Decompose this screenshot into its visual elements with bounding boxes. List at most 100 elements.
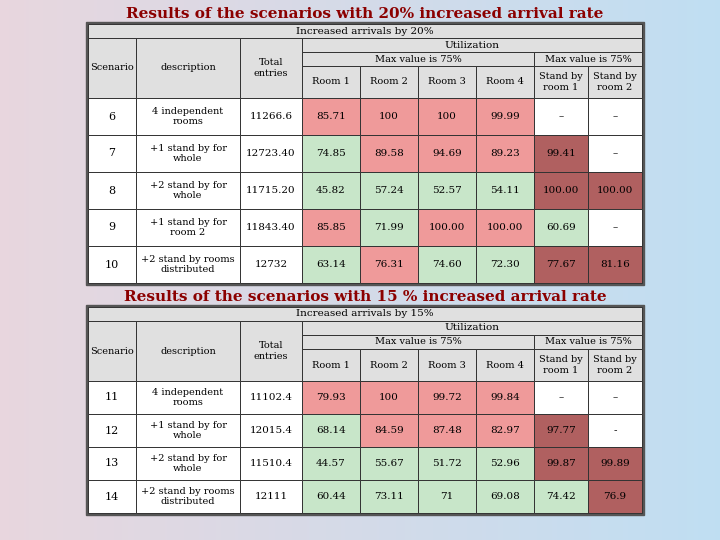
Bar — [86, 22, 644, 285]
Text: –: – — [559, 393, 564, 402]
Bar — [88, 414, 136, 447]
Bar — [534, 246, 588, 283]
Text: 99.99: 99.99 — [490, 112, 520, 121]
Text: 68.14: 68.14 — [316, 426, 346, 435]
Text: Room 2: Room 2 — [370, 78, 408, 86]
Bar — [418, 66, 476, 98]
Text: Increased arrivals by 20%: Increased arrivals by 20% — [296, 26, 434, 36]
Text: 100.00: 100.00 — [487, 223, 523, 232]
Bar — [86, 305, 644, 515]
Text: 94.69: 94.69 — [432, 149, 462, 158]
Bar — [360, 135, 418, 172]
Text: 99.41: 99.41 — [546, 149, 576, 158]
Bar — [418, 246, 476, 283]
Bar — [476, 414, 534, 447]
Text: 100.00: 100.00 — [597, 186, 633, 195]
Text: –: – — [613, 149, 618, 158]
Text: 100: 100 — [379, 112, 399, 121]
Text: Max value is 75%: Max value is 75% — [374, 55, 462, 64]
Text: –: – — [613, 393, 618, 402]
Text: 99.89: 99.89 — [600, 459, 630, 468]
Bar — [418, 172, 476, 209]
Text: 51.72: 51.72 — [432, 459, 462, 468]
Bar — [88, 24, 642, 38]
Bar — [240, 209, 302, 246]
Bar — [588, 480, 642, 513]
Bar — [588, 209, 642, 246]
Bar — [88, 307, 642, 321]
Bar — [302, 135, 360, 172]
Text: +2 stand by rooms
distributed: +2 stand by rooms distributed — [141, 255, 235, 274]
Text: 12723.40: 12723.40 — [246, 149, 296, 158]
Text: +1 stand by for
room 2: +1 stand by for room 2 — [150, 218, 227, 237]
Text: 10: 10 — [105, 260, 119, 269]
Text: description: description — [160, 64, 216, 72]
Bar — [476, 209, 534, 246]
Text: 72.30: 72.30 — [490, 260, 520, 269]
Text: Increased arrivals by 15%: Increased arrivals by 15% — [296, 309, 434, 319]
Bar — [588, 246, 642, 283]
Bar — [88, 135, 136, 172]
Text: –: – — [613, 112, 618, 121]
Bar — [88, 209, 136, 246]
Bar — [302, 414, 360, 447]
Text: Utilization: Utilization — [444, 323, 500, 333]
Bar — [240, 246, 302, 283]
Bar — [360, 209, 418, 246]
Text: +1 stand by for
whole: +1 stand by for whole — [150, 421, 227, 440]
Text: 44.57: 44.57 — [316, 459, 346, 468]
Bar — [302, 321, 642, 335]
Text: 13: 13 — [105, 458, 119, 469]
Bar — [136, 381, 240, 414]
Bar — [88, 447, 136, 480]
Bar — [240, 135, 302, 172]
Text: Results of the scenarios with 15 % increased arrival rate: Results of the scenarios with 15 % incre… — [124, 290, 606, 304]
Text: 4 independent
rooms: 4 independent rooms — [153, 388, 224, 407]
Text: 99.84: 99.84 — [490, 393, 520, 402]
Bar — [136, 246, 240, 283]
Bar — [534, 52, 642, 66]
Bar — [88, 98, 136, 135]
Text: 89.58: 89.58 — [374, 149, 404, 158]
Text: 79.93: 79.93 — [316, 393, 346, 402]
Bar — [588, 349, 642, 381]
Bar — [476, 480, 534, 513]
Text: 12732: 12732 — [254, 260, 287, 269]
Bar — [302, 172, 360, 209]
Bar — [136, 447, 240, 480]
Text: 99.87: 99.87 — [546, 459, 576, 468]
Bar — [534, 447, 588, 480]
Bar — [534, 66, 588, 98]
Text: 82.97: 82.97 — [490, 426, 520, 435]
Text: 69.08: 69.08 — [490, 492, 520, 501]
Bar — [136, 480, 240, 513]
Text: 100: 100 — [437, 112, 457, 121]
Bar — [360, 66, 418, 98]
Text: Stand by
room 1: Stand by room 1 — [539, 355, 583, 375]
Bar — [302, 381, 360, 414]
Text: –: – — [613, 223, 618, 232]
Text: 11266.6: 11266.6 — [250, 112, 292, 121]
Text: 14: 14 — [105, 491, 119, 502]
Bar — [588, 447, 642, 480]
Bar — [240, 381, 302, 414]
Bar — [302, 38, 642, 52]
Text: Utilization: Utilization — [444, 40, 500, 50]
Text: 100: 100 — [379, 393, 399, 402]
Text: 11715.20: 11715.20 — [246, 186, 296, 195]
Text: Stand by
room 1: Stand by room 1 — [539, 72, 583, 92]
Bar — [418, 480, 476, 513]
Text: 52.96: 52.96 — [490, 459, 520, 468]
Bar — [240, 480, 302, 513]
Bar — [476, 381, 534, 414]
Text: Room 1: Room 1 — [312, 361, 350, 369]
Bar — [588, 98, 642, 135]
Text: 45.82: 45.82 — [316, 186, 346, 195]
Bar — [476, 246, 534, 283]
Bar — [360, 480, 418, 513]
Text: 71.99: 71.99 — [374, 223, 404, 232]
Bar — [302, 209, 360, 246]
Text: 11843.40: 11843.40 — [246, 223, 296, 232]
Bar — [418, 135, 476, 172]
Text: –: – — [559, 112, 564, 121]
